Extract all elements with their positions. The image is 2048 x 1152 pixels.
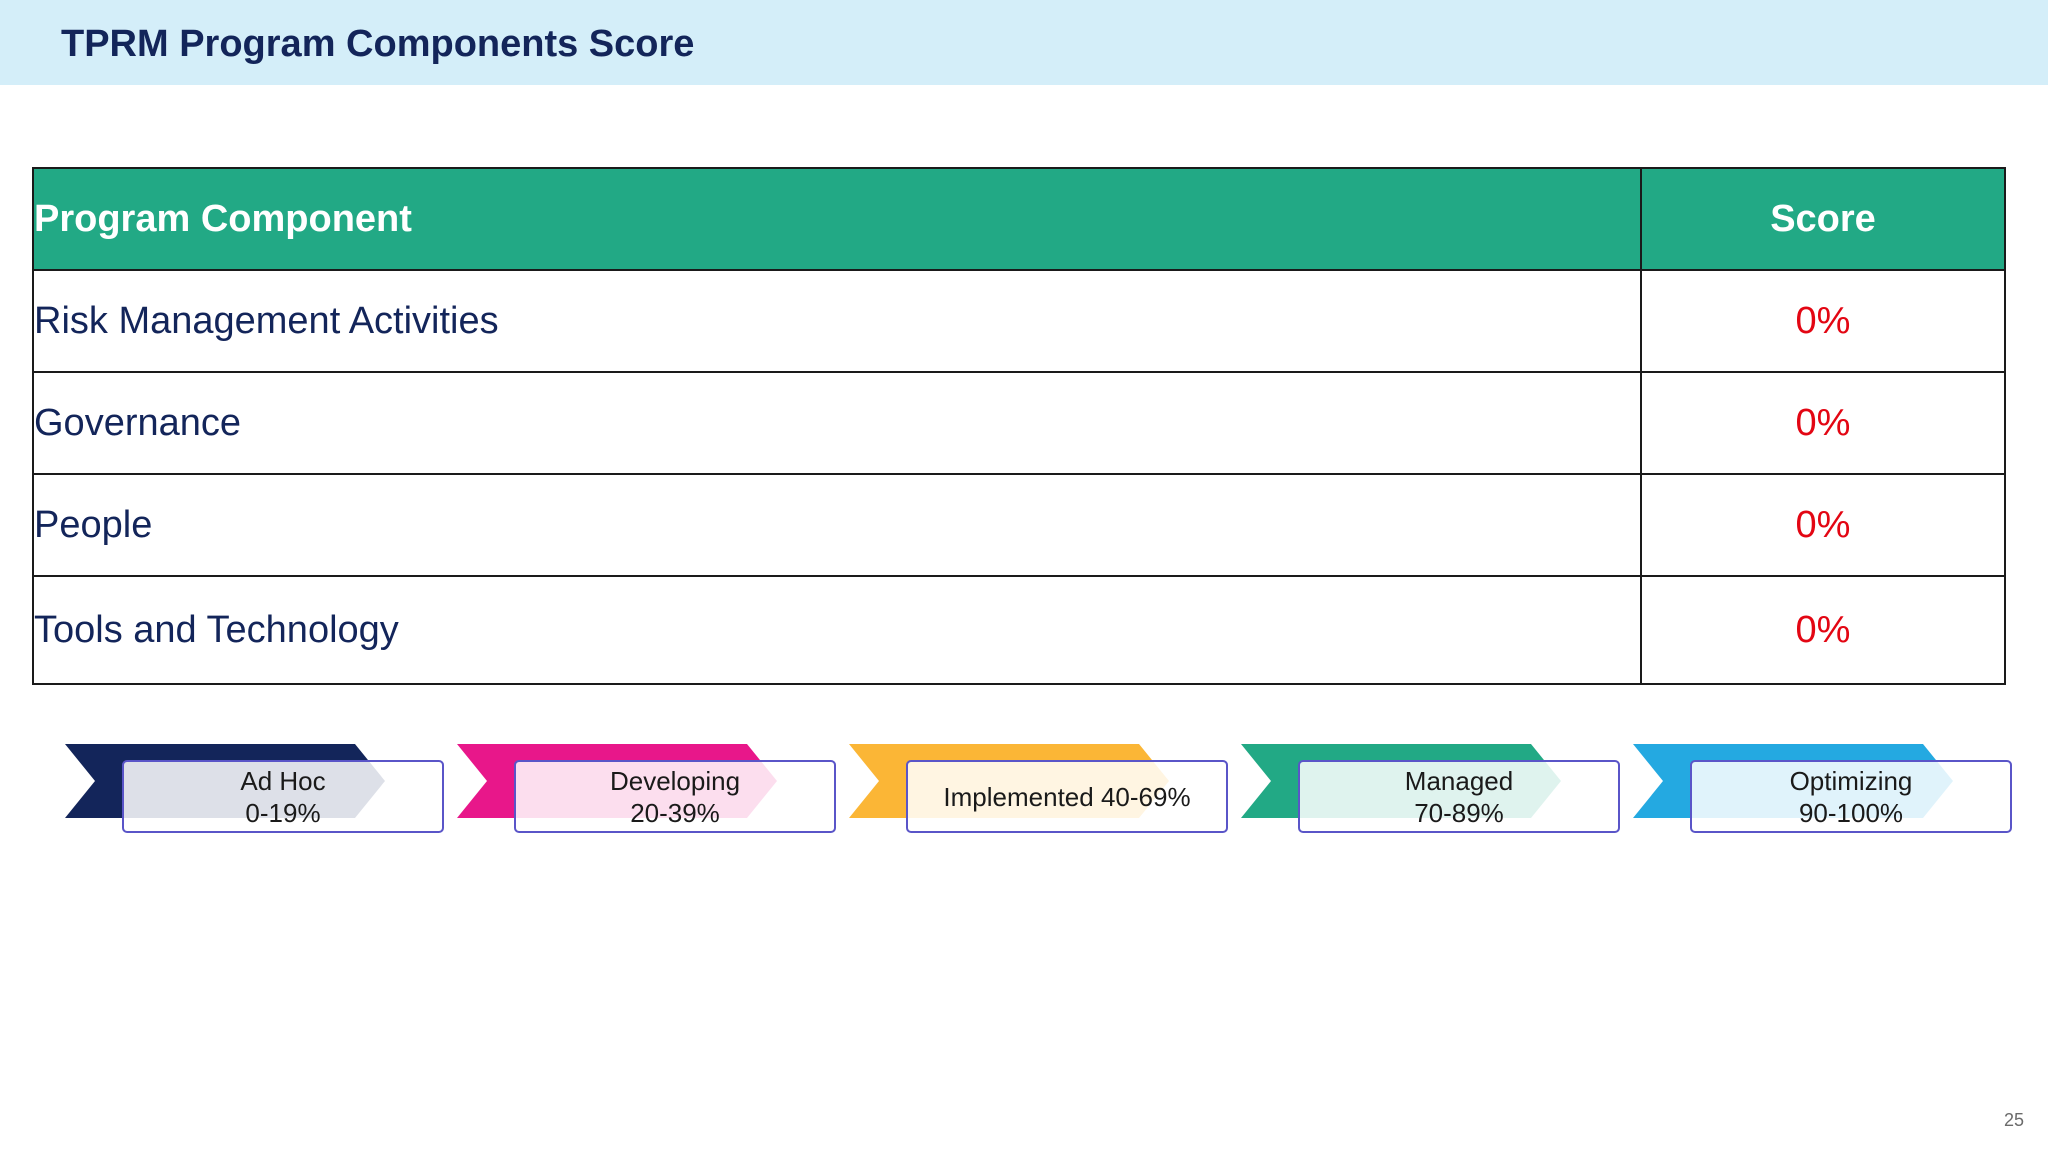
table-header-row: Program Component Score xyxy=(32,167,2006,271)
slide-title: TPRM Program Components Score xyxy=(61,23,695,65)
legend-level-name: Optimizing xyxy=(1789,765,1913,796)
component-score: 0% xyxy=(1640,575,2006,685)
table-row: Tools and Technology 0% xyxy=(32,575,2006,685)
legend-level-range: 70-89% xyxy=(1414,797,1504,828)
legend-optimizing: Optimizing 90-100% xyxy=(1633,742,2024,838)
table-row: Governance 0% xyxy=(32,371,2006,475)
legend-level-name: Developing xyxy=(609,765,741,796)
legend-level-name: Implemented 40-69% xyxy=(943,781,1191,812)
legend-level-range: 90-100% xyxy=(1798,797,1904,828)
component-score: 0% xyxy=(1640,269,2006,373)
legend-level-name: Ad Hoc xyxy=(240,765,326,796)
legend-managed: Managed 70-89% xyxy=(1241,742,1632,838)
component-name: Governance xyxy=(32,371,1642,475)
legend-level-name: Managed xyxy=(1404,765,1514,796)
component-name: Tools and Technology xyxy=(32,575,1642,685)
component-score: 0% xyxy=(1640,371,2006,475)
page-number: 25 xyxy=(2003,1110,2024,1130)
score-table: Program Component Score Risk Management … xyxy=(32,167,2006,685)
table-row: People 0% xyxy=(32,473,2006,577)
legend-label-box: Ad Hoc 0-19% xyxy=(122,760,444,833)
component-score: 0% xyxy=(1640,473,2006,577)
legend-label-box: Implemented 40-69% xyxy=(906,760,1228,833)
legend-level-range: 0-19% xyxy=(245,797,321,828)
table-row: Risk Management Activities 0% xyxy=(32,269,2006,373)
header-program-component: Program Component xyxy=(32,167,1642,271)
component-name: People xyxy=(32,473,1642,577)
header-score: Score xyxy=(1640,167,2006,271)
component-name: Risk Management Activities xyxy=(32,269,1642,373)
legend-implemented: Implemented 40-69% xyxy=(849,742,1240,838)
title-bar: TPRM Program Components Score xyxy=(0,0,2048,85)
legend-label-box: Optimizing 90-100% xyxy=(1690,760,2012,833)
legend-label-box: Developing 20-39% xyxy=(514,760,836,833)
legend-ad-hoc: Ad Hoc 0-19% xyxy=(65,742,456,838)
legend-developing: Developing 20-39% xyxy=(457,742,848,838)
legend-level-range: 20-39% xyxy=(630,797,720,828)
legend-label-box: Managed 70-89% xyxy=(1298,760,1620,833)
